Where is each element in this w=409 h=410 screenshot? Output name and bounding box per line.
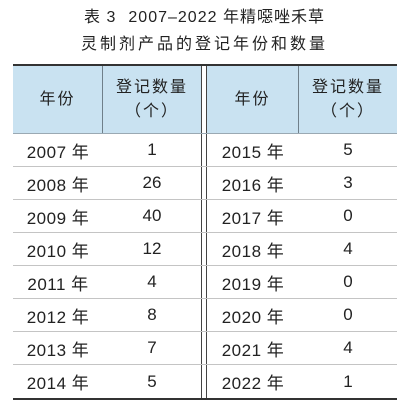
header-count-right-line1: 登记数量 xyxy=(311,78,384,96)
right-year-cell: 2016 年 xyxy=(221,175,285,195)
left-count-cell: 5 xyxy=(147,371,157,391)
left-count-cell: 4 xyxy=(147,272,157,291)
left-count-cell: 8 xyxy=(147,305,157,324)
left-year-cell: 2007 年 xyxy=(26,142,90,162)
double-divider xyxy=(201,332,207,364)
right-count-cell: 0 xyxy=(343,206,353,225)
header-year-left-label: 年份 xyxy=(39,90,76,108)
table-row: 2014 年 5 2022 年 1 xyxy=(13,365,397,398)
right-year-cell: 2019 年 xyxy=(221,274,285,294)
right-year-cell: 2020 年 xyxy=(221,307,285,327)
right-count-cell: 4 xyxy=(343,239,353,258)
left-year-cell: 2010 年 xyxy=(26,241,90,261)
left-count-cell: 26 xyxy=(142,173,162,192)
table-label: 表 3 xyxy=(84,9,117,26)
double-divider xyxy=(201,134,207,166)
double-divider xyxy=(201,66,207,133)
table-row: 2012 年 8 2020 年 0 xyxy=(13,299,397,332)
double-divider xyxy=(201,167,207,199)
header-count-left-line2: （个） xyxy=(124,102,179,120)
right-year-cell: 2022 年 xyxy=(221,374,285,393)
table-row: 2011 年 4 2019 年 0 xyxy=(13,266,397,299)
table-caption-text-2: 灵制剂产品的登记年份和数量 xyxy=(80,36,328,53)
table-header-row: 年份 登记数量 （个） 年份 登记数量 （个） xyxy=(13,66,397,134)
left-year-cell: 2012 年 xyxy=(26,307,90,327)
right-count-cell: 1 xyxy=(343,371,353,391)
header-count-left: 登记数量 （个） xyxy=(103,66,201,133)
right-count-cell: 3 xyxy=(343,173,353,192)
right-year-cell: 2017 年 xyxy=(221,208,285,228)
left-count-cell: 7 xyxy=(147,338,157,357)
left-count-cell: 12 xyxy=(142,239,162,258)
table-caption-text-1: 2007–2022 年精噁唑禾草 xyxy=(128,9,325,26)
left-year-cell: 2011 年 xyxy=(27,274,89,294)
right-count-cell: 5 xyxy=(343,140,353,159)
header-count-right-line2: （个） xyxy=(320,102,375,120)
header-year-right-label: 年份 xyxy=(234,90,271,108)
left-count-cell: 40 xyxy=(142,206,162,225)
table-row: 2007 年 1 2015 年 5 xyxy=(13,134,397,167)
header-count-right: 登记数量 （个） xyxy=(299,66,397,133)
double-divider xyxy=(201,365,207,398)
double-divider xyxy=(201,299,207,331)
left-count-cell: 1 xyxy=(147,140,157,159)
header-count-left-line1: 登记数量 xyxy=(115,78,188,96)
right-year-cell: 2018 年 xyxy=(221,241,285,261)
table-row: 2009 年 40 2017 年 0 xyxy=(13,200,397,233)
table-caption-line-2: 灵制剂产品的登记年份和数量 xyxy=(0,34,409,56)
table-row: 2013 年 7 2021 年 4 xyxy=(13,332,397,365)
table-caption-line-1: 表 3 2007–2022 年精噁唑禾草 xyxy=(0,7,409,29)
right-year-cell: 2015 年 xyxy=(221,142,285,162)
double-divider xyxy=(201,266,207,298)
left-year-cell: 2013 年 xyxy=(26,340,90,360)
right-count-cell: 0 xyxy=(343,272,353,291)
left-year-cell: 2009 年 xyxy=(26,208,90,228)
left-year-cell: 2008 年 xyxy=(26,175,90,195)
double-divider xyxy=(201,200,207,232)
right-count-cell: 0 xyxy=(343,305,353,324)
right-count-cell: 4 xyxy=(343,338,353,357)
header-year-right: 年份 xyxy=(207,66,299,133)
registration-table: 年份 登记数量 （个） 年份 登记数量 （个） 2007 年 1 2015 年 … xyxy=(13,64,397,400)
double-divider xyxy=(201,233,207,265)
table-row: 2010 年 12 2018 年 4 xyxy=(13,233,397,266)
table-row: 2008 年 26 2016 年 3 xyxy=(13,167,397,200)
left-year-cell: 2014 年 xyxy=(26,374,90,393)
right-year-cell: 2021 年 xyxy=(221,340,285,360)
header-year-left: 年份 xyxy=(13,66,103,133)
